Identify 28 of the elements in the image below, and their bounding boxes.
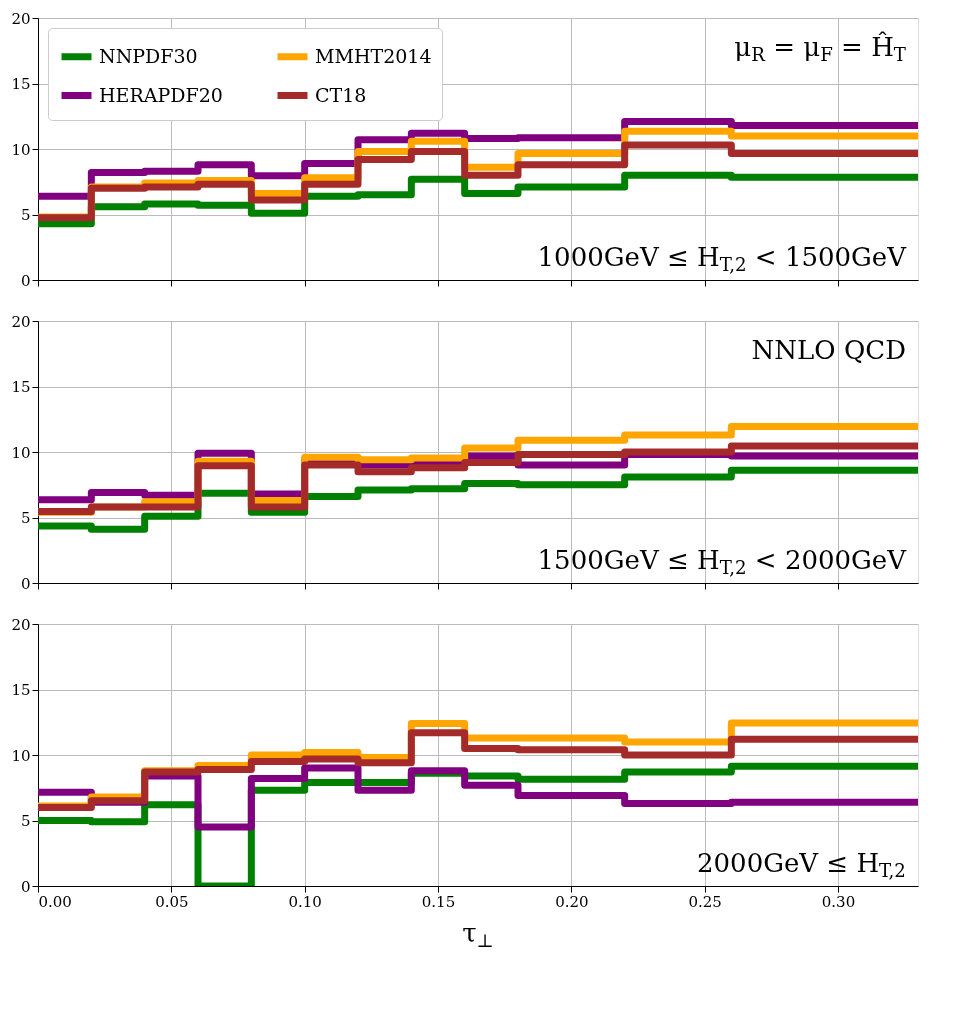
legend-label: MMHT2014 xyxy=(315,44,432,67)
y-tick-label: 10 xyxy=(11,746,31,765)
y-tick-label: 5 xyxy=(20,206,31,224)
y-tick-label: 15 xyxy=(11,378,31,396)
y-tick-label: 15 xyxy=(11,681,31,699)
y-tick-label: 20 xyxy=(11,312,31,331)
y-tick-label: 0 xyxy=(20,271,31,290)
y-tick-label: 0 xyxy=(20,574,31,593)
x-tick-label: 0.25 xyxy=(688,892,722,911)
legend-label: HERAPDF20 xyxy=(99,83,223,106)
x-tick-label: 0.10 xyxy=(288,892,322,911)
x-tick-label: 0.05 xyxy=(155,892,189,911)
y-tick-label: 20 xyxy=(11,615,31,634)
x-axis-title: τ⊥ xyxy=(462,918,494,951)
y-tick-label: 5 xyxy=(20,509,31,527)
annotation: NNLO QCD xyxy=(751,335,906,365)
x-tick-label: 0.20 xyxy=(555,892,589,911)
y-tick-label: 20 xyxy=(11,9,31,28)
x-tick-label: 0.00 xyxy=(38,892,72,911)
legend-label: NNPDF30 xyxy=(99,44,198,67)
y-tick-label: 15 xyxy=(11,75,31,93)
y-tick-label: 5 xyxy=(20,812,31,830)
x-tick-label: 0.30 xyxy=(821,892,856,911)
y-tick-label: 10 xyxy=(11,140,31,159)
y-tick-label: 0 xyxy=(20,877,31,896)
x-tick-label: 0.15 xyxy=(421,892,456,911)
legend-label: CT18 xyxy=(315,83,367,106)
y-tick-label: 10 xyxy=(11,443,31,462)
